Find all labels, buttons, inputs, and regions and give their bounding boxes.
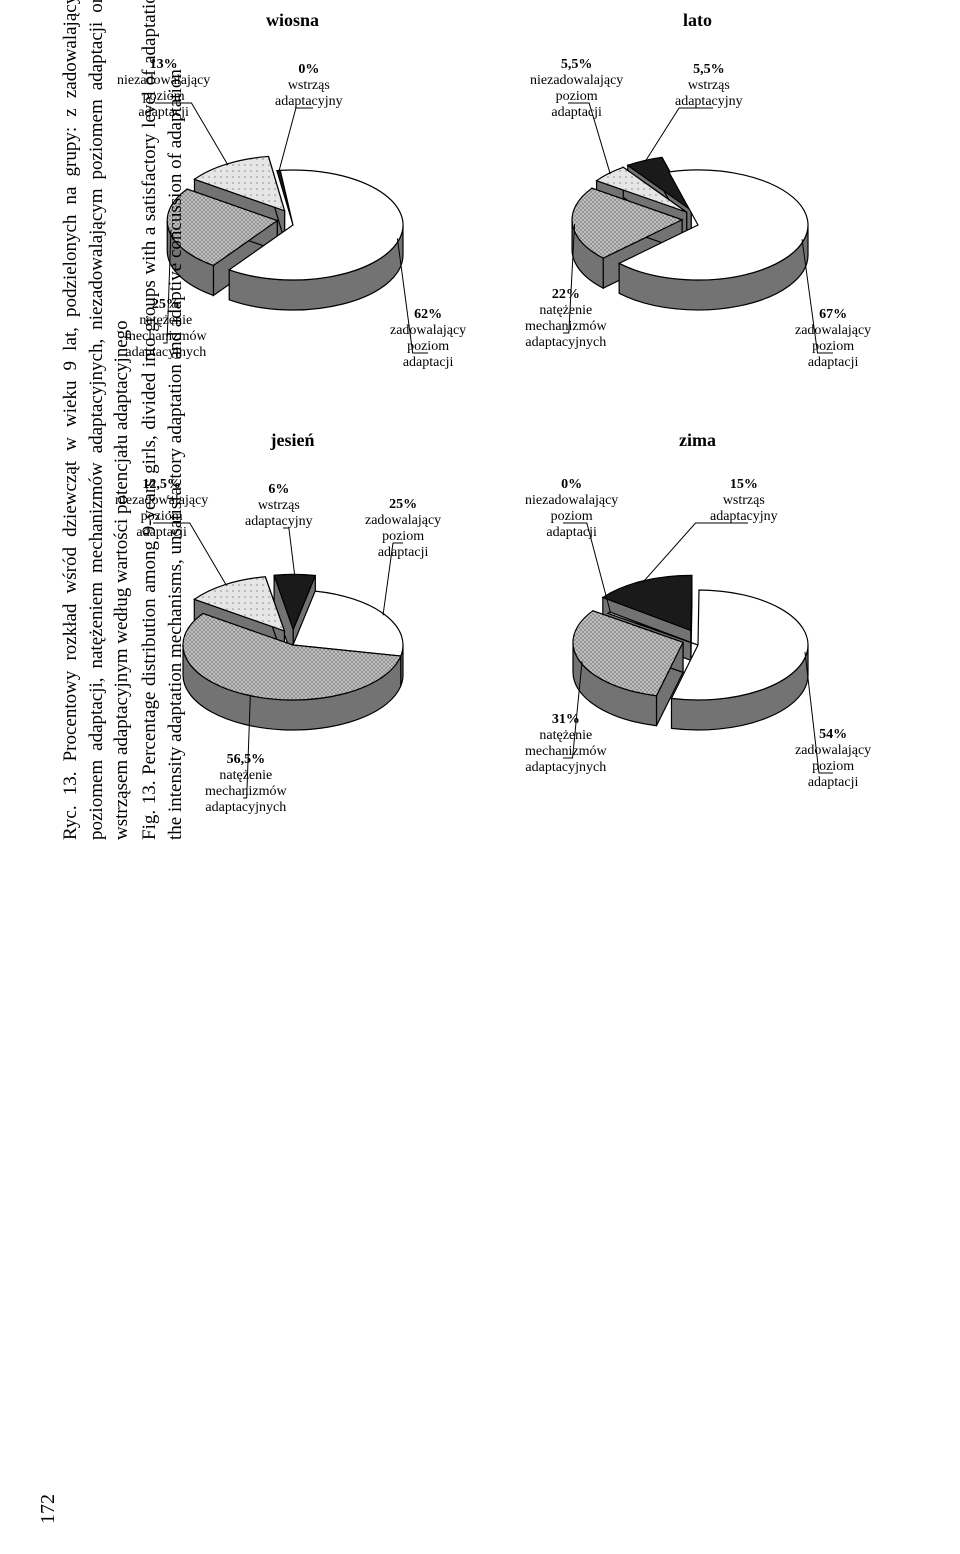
slice-label-pct: 54% (795, 727, 871, 743)
slice-label-pct: 67% (795, 307, 871, 323)
caption-pl: Ryc. 13. Procentowy rozkład wśród dziewc… (58, 0, 135, 840)
page-number: 172 (37, 1494, 60, 1524)
slice-label-text: zadowalający poziom adaptacji (795, 323, 871, 371)
slice-label-wstrzas: 15%wstrząs adaptacyjny (710, 477, 778, 525)
caption-en: Fig. 13. Percentage distribution among 9… (137, 0, 188, 840)
slice-label-text: wstrząs adaptacyjny (710, 493, 778, 525)
slice-label-zadowalajacy: 67%zadowalający poziom adaptacji (795, 307, 871, 371)
page: wiosna 13%niezadowalający poziom adaptac… (0, 0, 960, 1554)
slice-label-text: zadowalający poziom adaptacji (795, 743, 871, 791)
slice-label-pct: 15% (710, 477, 778, 493)
figure-caption: Ryc. 13. Procentowy rozkład wśród dziewc… (58, 0, 688, 840)
slice-label-zadowalajacy: 54%zadowalający poziom adaptacji (795, 727, 871, 791)
